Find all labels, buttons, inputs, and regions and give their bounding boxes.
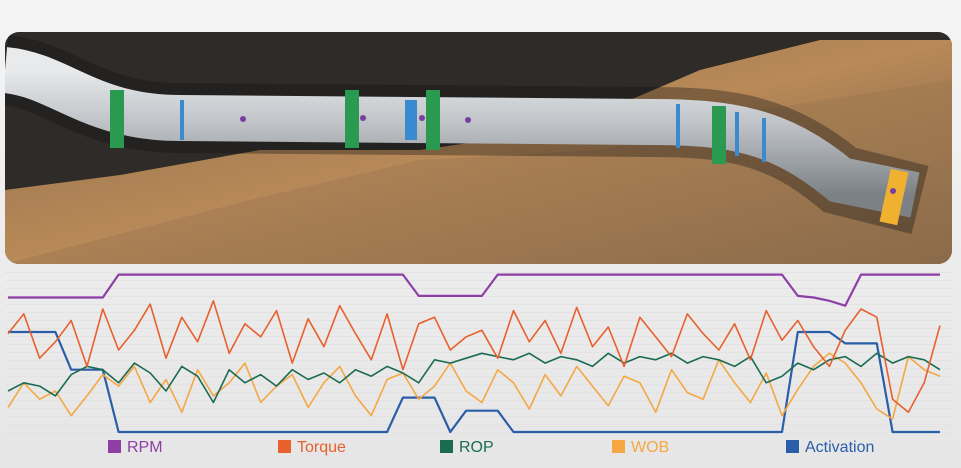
legend-label: Activation [805,439,874,456]
series-line [7,352,941,420]
legend-swatch [440,440,453,453]
series-line [8,273,940,307]
legend-swatch [786,440,799,453]
legend-swatch [612,440,625,453]
legend-swatch [108,440,121,453]
illustration [5,32,952,264]
legend-label: RPM [127,439,163,456]
chart-background [5,265,952,435]
legend-swatch [278,440,291,453]
plot [7,273,941,434]
legend-label: ROP [459,439,494,456]
pipe-bands [110,90,909,226]
series-line [7,352,941,404]
series-line [7,300,941,414]
pipe [5,47,920,218]
legend-label: Torque [297,439,346,456]
legend-label: WOB [631,439,669,456]
series-line [8,330,940,434]
legend: RPM Torque ROP WOB Activation [108,439,874,456]
